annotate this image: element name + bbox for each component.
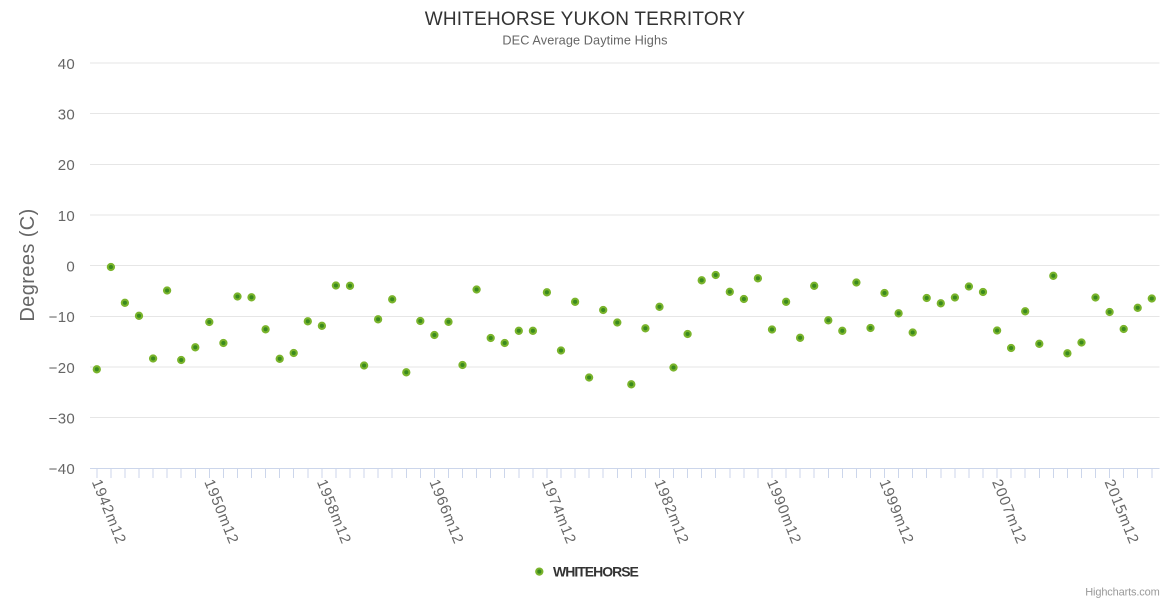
svg-text:−10: −10 xyxy=(49,309,75,326)
svg-text:DEC Average Daytime Highs: DEC Average Daytime Highs xyxy=(502,34,667,48)
svg-text:WHITEHORSE: WHITEHORSE xyxy=(553,563,639,579)
svg-text:10: 10 xyxy=(58,208,75,225)
svg-text:Degrees (C): Degrees (C) xyxy=(17,208,39,321)
svg-text:−40: −40 xyxy=(49,461,75,478)
svg-text:Highcharts.com: Highcharts.com xyxy=(1085,587,1159,599)
svg-text:40: 40 xyxy=(58,56,75,73)
svg-text:30: 30 xyxy=(58,107,75,124)
svg-text:0: 0 xyxy=(66,259,75,276)
svg-text:−20: −20 xyxy=(49,360,75,377)
svg-text:WHITEHORSE YUKON TERRITORY: WHITEHORSE YUKON TERRITORY xyxy=(425,9,746,30)
svg-text:20: 20 xyxy=(58,157,75,174)
svg-text:−30: −30 xyxy=(49,411,75,428)
